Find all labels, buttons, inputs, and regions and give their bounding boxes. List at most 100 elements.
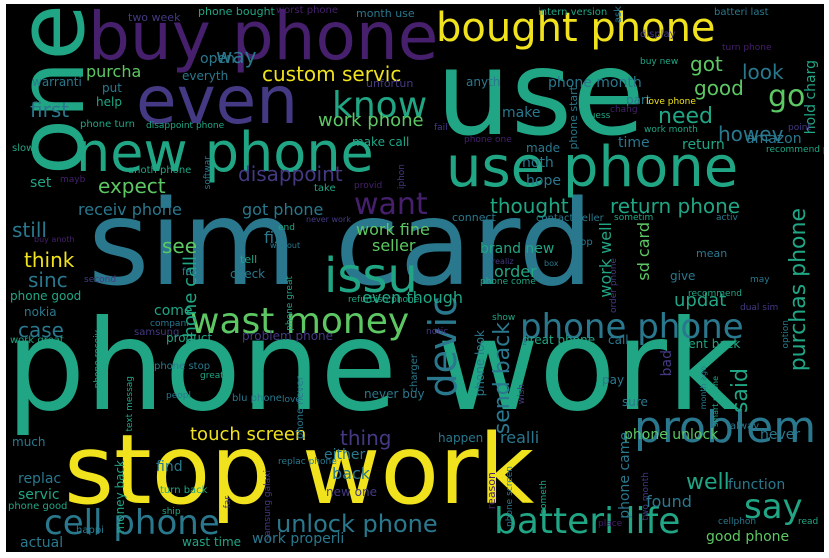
word: mayb [60, 175, 86, 185]
word: work phone [318, 110, 424, 131]
word: activ [716, 213, 738, 223]
word: someth [539, 480, 549, 514]
word: phone receiv [93, 330, 103, 389]
word: think [24, 248, 75, 272]
word: good [694, 76, 744, 100]
word: back [332, 464, 371, 483]
word: dual sim [740, 303, 779, 313]
word: cell phone [44, 503, 220, 543]
word: phone good [10, 289, 82, 303]
word: unlock phone [276, 510, 438, 538]
word: phone great [285, 276, 295, 331]
word: bad [659, 350, 675, 377]
word: bought phone [436, 5, 716, 51]
word: sometim [614, 213, 654, 223]
word: go [768, 79, 806, 114]
word: love [282, 395, 301, 405]
word: never work [306, 215, 351, 224]
word: happen [438, 431, 484, 445]
word: fail [434, 123, 448, 133]
word: expect [98, 174, 166, 198]
word: work month [644, 125, 698, 135]
word: got [690, 52, 723, 76]
word: purchas phone [786, 208, 811, 372]
word: sd card [634, 222, 653, 281]
word: phone turn [80, 119, 136, 130]
word: call [608, 333, 629, 347]
word: open [200, 51, 235, 67]
word: iphon [397, 164, 407, 190]
word: take [314, 183, 336, 194]
word: turn phone [722, 43, 772, 53]
word: box [544, 259, 559, 268]
word: need [658, 104, 713, 129]
word: set [30, 175, 52, 191]
word: warranti [32, 75, 82, 89]
word: made [526, 141, 561, 155]
word: part [626, 93, 651, 107]
word: smart phone [711, 376, 720, 427]
word: compani [150, 319, 189, 329]
word: problem phone [242, 329, 334, 343]
word: case [18, 318, 64, 342]
word: blu phone [232, 393, 282, 404]
word: softwar [203, 156, 213, 190]
word: buy new [640, 57, 679, 67]
word: phone never [295, 376, 306, 440]
word: sure [622, 395, 648, 409]
word: point [788, 123, 811, 133]
word: phone unlock [624, 427, 719, 443]
word: use phone [446, 135, 739, 200]
word: new phone [76, 121, 374, 184]
word: month use [356, 7, 415, 20]
word: text messag [125, 376, 135, 432]
word: use [436, 24, 645, 162]
word: anyth [466, 75, 501, 89]
word: two week [128, 11, 181, 24]
word: display [640, 29, 676, 40]
word: look [742, 60, 784, 84]
word: good phone [706, 529, 790, 545]
word: may [750, 275, 770, 285]
word: howev [718, 122, 784, 146]
word: help [96, 95, 122, 109]
word: worst phone [276, 5, 339, 16]
word: work great [10, 335, 64, 346]
word: wast time [182, 535, 242, 549]
word: phone bought [198, 5, 275, 18]
word: buy phone [88, 4, 439, 75]
word: phone screen [505, 466, 515, 527]
word: much [12, 435, 46, 449]
word: got phone [242, 200, 324, 219]
word: unfortun [366, 77, 414, 90]
word: drop [570, 237, 593, 248]
word: work properli [252, 531, 345, 547]
word: issu [324, 248, 418, 304]
word: new one [326, 485, 377, 499]
word: say [744, 487, 803, 527]
word: phone work [6, 294, 740, 439]
word: said [728, 368, 753, 414]
word: phone look [473, 330, 487, 397]
word: return [682, 137, 725, 153]
word: anoth phone [128, 165, 192, 176]
word: thing [340, 426, 392, 450]
word: either [324, 447, 366, 463]
word: without [270, 241, 301, 250]
word: check [230, 267, 266, 281]
word: ask [613, 6, 624, 24]
word: order [494, 262, 537, 281]
word: two month [641, 472, 651, 521]
word: turn back [160, 485, 208, 496]
word: sent back [682, 337, 741, 351]
word: feel [182, 267, 201, 278]
word: slow [12, 143, 35, 154]
word: send back [490, 322, 515, 435]
word: notic [426, 327, 449, 337]
word: never [760, 427, 801, 443]
word: batteri last [714, 7, 769, 18]
word: way [216, 44, 257, 68]
word: sim card [88, 174, 594, 312]
word: samsung [134, 327, 180, 338]
word: custom servic [262, 62, 402, 86]
